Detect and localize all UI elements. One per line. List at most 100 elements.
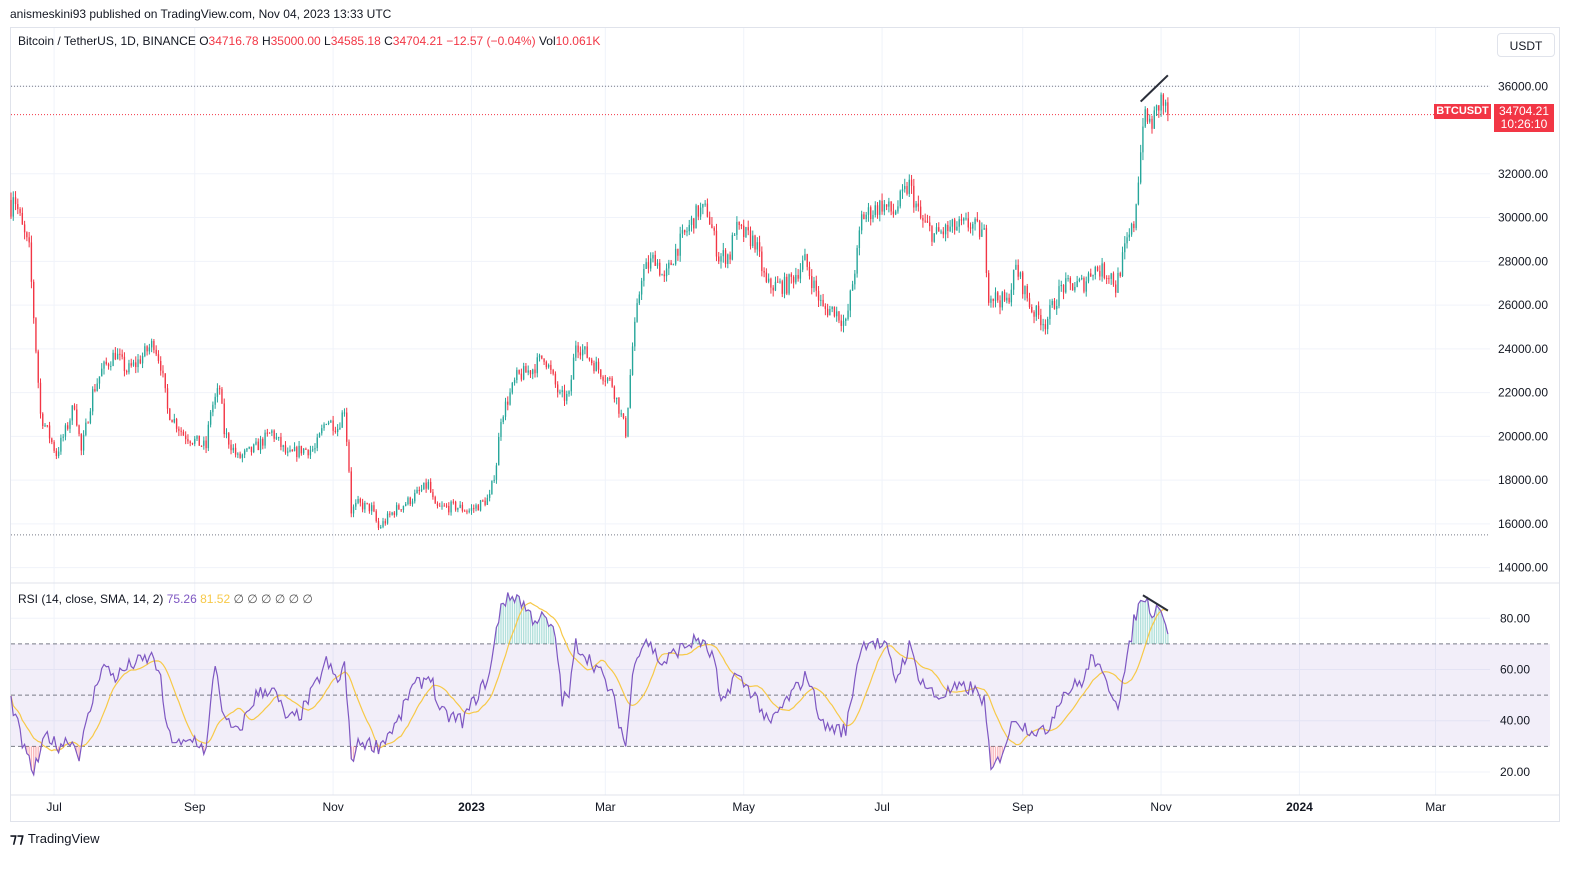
high-value: 35000.00 xyxy=(270,34,321,48)
time-tick-label: 2024 xyxy=(1286,800,1313,814)
candle-body xyxy=(128,363,130,373)
candle-body xyxy=(407,497,409,505)
candle-body xyxy=(738,221,740,225)
time-tick-label: Jul xyxy=(46,800,61,814)
candle-body xyxy=(1130,223,1133,235)
candle-body xyxy=(609,377,611,379)
candle-body xyxy=(1058,286,1060,307)
candle-body xyxy=(715,230,718,257)
candle-body xyxy=(445,505,448,507)
candle-body xyxy=(906,186,908,194)
rsi-axis[interactable]: 80.00 60.00 40.00 20.00 xyxy=(1500,611,1530,779)
time-tick-label: Jul xyxy=(874,800,889,814)
candle-body xyxy=(665,268,668,277)
candle-body xyxy=(758,242,761,252)
candle-body xyxy=(432,492,434,498)
symbol-title[interactable]: Bitcoin / TetherUS, 1D, BINANCE xyxy=(18,34,196,48)
rsi-null-values: ∅ ∅ ∅ ∅ ∅ ∅ xyxy=(233,592,313,606)
candle-body xyxy=(829,309,831,316)
candle-body xyxy=(361,502,364,510)
candle-body xyxy=(309,449,312,456)
time-tick-label: Mar xyxy=(1425,800,1446,814)
candle-body xyxy=(1040,315,1042,326)
candle-body xyxy=(756,242,758,250)
candle-body xyxy=(51,438,53,443)
candle-body xyxy=(606,377,609,382)
candle-body xyxy=(1112,273,1115,285)
candle-body xyxy=(155,349,157,355)
candle-body xyxy=(262,438,264,446)
footer-brand[interactable]: ⁊⁊ TradingView xyxy=(10,830,99,847)
candle-body xyxy=(209,412,212,425)
candle-body xyxy=(729,254,731,260)
candle-body xyxy=(53,442,55,451)
candle-body xyxy=(71,405,73,421)
open-value: 34716.78 xyxy=(208,34,259,48)
candle-body xyxy=(547,364,550,368)
close-value: 34704.21 xyxy=(392,34,443,48)
candle-body xyxy=(763,270,765,273)
candle-body xyxy=(1167,102,1169,115)
candle-body xyxy=(228,433,230,445)
candle-body xyxy=(232,447,234,451)
rsi-title[interactable]: RSI (14, close, SMA, 14, 2) xyxy=(18,592,164,606)
candle-body xyxy=(243,450,246,455)
candle-body xyxy=(359,499,362,503)
time-tick-label: Sep xyxy=(184,800,206,814)
currency-button[interactable]: USDT xyxy=(1497,33,1555,57)
candle-body xyxy=(792,276,795,283)
candle-body xyxy=(266,432,269,434)
candle-body xyxy=(314,448,316,450)
candle-body xyxy=(305,448,307,450)
candle-body xyxy=(704,203,706,205)
candle-body xyxy=(1056,306,1058,310)
candle-body xyxy=(55,450,58,457)
trendlines[interactable] xyxy=(1139,74,1169,612)
candle-body xyxy=(375,511,377,522)
candle-body xyxy=(831,306,833,310)
candle-body xyxy=(978,220,981,237)
candle-body xyxy=(951,219,954,227)
candle-body xyxy=(690,218,693,225)
candle-body xyxy=(141,356,144,364)
candle-body xyxy=(39,382,42,414)
candle-body xyxy=(865,214,867,220)
candle-body xyxy=(847,310,849,319)
price-axis[interactable]: 36000.00 32000.00 30000.00 28000.00 26000.00… xyxy=(1498,79,1548,574)
candle-body xyxy=(126,371,128,373)
candle-body xyxy=(44,425,46,427)
candle-body xyxy=(355,502,357,507)
candle-body xyxy=(761,251,763,271)
candle-body xyxy=(570,379,572,392)
candle-body xyxy=(1103,263,1106,279)
candle-body xyxy=(1037,305,1040,316)
candle-body xyxy=(257,441,259,451)
candle-body xyxy=(180,430,182,432)
candle-body xyxy=(518,370,520,374)
candle-body xyxy=(808,266,811,277)
candle-body xyxy=(713,228,715,231)
candle-body xyxy=(981,229,983,237)
candle-body xyxy=(602,376,604,381)
candle-body xyxy=(1033,312,1035,317)
candle-body xyxy=(974,218,976,225)
candle-body xyxy=(475,505,477,509)
candle-body xyxy=(33,281,35,319)
candle-body xyxy=(293,447,296,452)
candle-body xyxy=(287,451,289,453)
candle-body xyxy=(107,363,110,367)
time-axis[interactable]: Jul Sep Nov 2023 Mar May Jul Sep Nov 2024 Mar xyxy=(46,800,1445,814)
rsi-sma-line xyxy=(10,602,1169,752)
candle-body xyxy=(779,281,781,283)
candle-body xyxy=(876,205,879,215)
candle-body xyxy=(788,274,790,294)
price-tick-label: 18000.00 xyxy=(1498,473,1548,487)
candle-body xyxy=(740,224,743,226)
candle-body xyxy=(774,281,777,291)
candle-body xyxy=(1105,278,1108,280)
rsi-band xyxy=(11,643,1550,747)
rsi-trendline xyxy=(1142,594,1169,612)
candle-body xyxy=(377,521,380,528)
candle-body xyxy=(572,357,575,380)
